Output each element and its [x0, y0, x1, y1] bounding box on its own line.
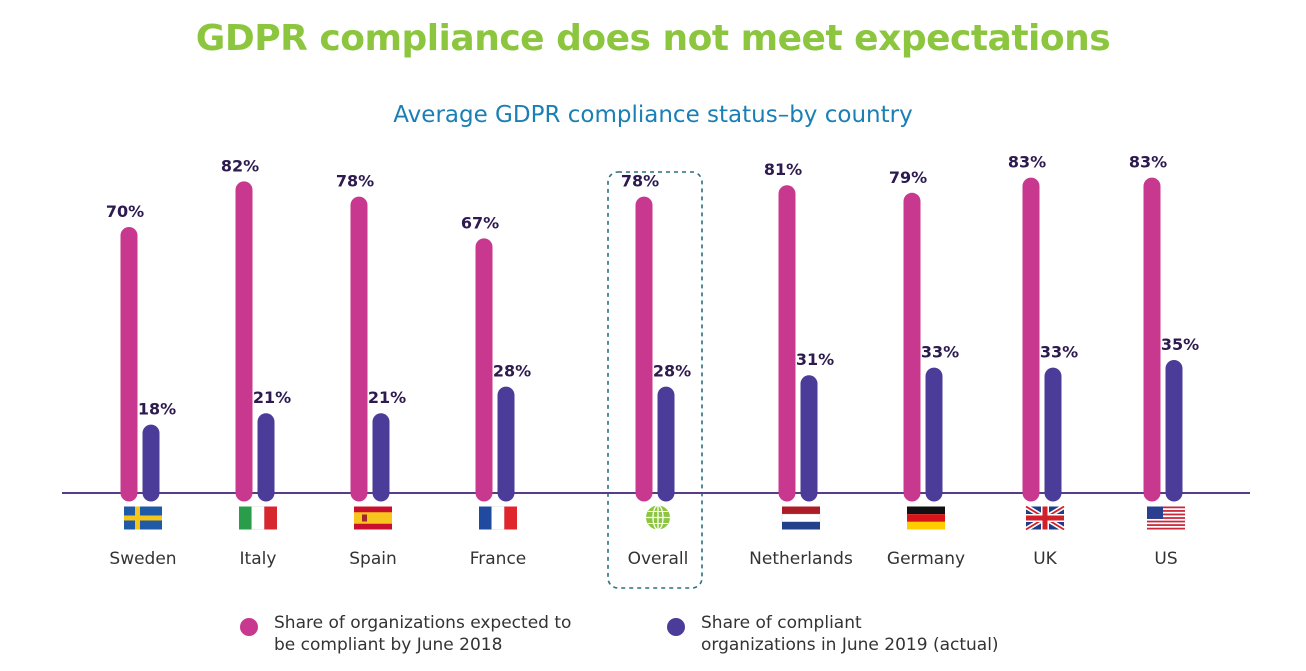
germany-flag-icon: [907, 506, 945, 530]
legend-item-actual: Share of compliant organizations in June…: [667, 612, 1031, 656]
legend-label-actual-line2: organizations in June 2019 (actual): [701, 635, 999, 655]
value-label-actual-overall: 28%: [653, 362, 691, 381]
category-label-sweden: Sweden: [109, 549, 176, 569]
bar-actual-sweden: [142, 424, 160, 502]
category-label-us: US: [1154, 549, 1177, 569]
bar-actual-france: [497, 386, 515, 502]
category-label-france: France: [470, 549, 527, 569]
value-label-actual-us: 35%: [1161, 335, 1199, 354]
value-label-actual-sweden: 18%: [138, 400, 176, 419]
france-flag-icon: [479, 506, 517, 530]
bar-expected-uk: [1022, 177, 1040, 502]
value-label-actual-italy: 21%: [253, 388, 291, 407]
value-label-actual-germany: 33%: [921, 343, 959, 362]
legend-label-expected: Share of organizations expected to be co…: [274, 612, 604, 656]
netherlands-flag-icon: [781, 506, 821, 530]
globe-icon: [646, 504, 670, 531]
italy-flag-icon: [239, 506, 277, 530]
bar-actual-spain: [372, 413, 390, 502]
bar-expected-italy: [235, 181, 253, 502]
bar-expected-us: [1143, 177, 1161, 502]
bar-actual-italy: [257, 413, 275, 502]
value-label-expected-overall: 78%: [621, 172, 659, 191]
uk-flag-icon: [1024, 504, 1066, 532]
value-label-expected-sweden: 70%: [106, 202, 144, 221]
overall-highlight-box: [607, 171, 703, 589]
bar-expected-germany: [903, 192, 921, 502]
legend-label-expected-line2: be compliant by June 2018: [274, 635, 503, 655]
bar-expected-spain: [350, 196, 368, 502]
bar-expected-sweden: [120, 227, 138, 502]
bar-actual-us: [1165, 360, 1183, 502]
category-label-overall: Overall: [628, 549, 689, 569]
chart-subtitle: Average GDPR compliance status–by countr…: [393, 102, 913, 128]
legend-item-expected: Share of organizations expected to be co…: [240, 612, 604, 656]
value-label-actual-uk: 33%: [1040, 343, 1078, 362]
value-label-expected-uk: 83%: [1008, 153, 1046, 172]
legend-swatch-expected: [240, 618, 258, 636]
category-label-germany: Germany: [887, 549, 965, 569]
category-label-uk: UK: [1033, 549, 1057, 569]
sweden-flag-icon: [124, 506, 162, 530]
legend-label-expected-line1: Share of organizations expected to: [274, 613, 572, 633]
bar-expected-france: [475, 238, 493, 502]
bar-expected-netherlands: [778, 185, 796, 502]
legend-swatch-actual: [667, 618, 685, 636]
bar-actual-netherlands: [800, 375, 818, 502]
bar-expected-overall: [635, 196, 653, 502]
bar-actual-overall: [657, 386, 675, 502]
value-label-expected-france: 67%: [461, 213, 499, 232]
value-label-expected-us: 83%: [1129, 153, 1167, 172]
spain-flag-icon: [354, 506, 392, 530]
category-label-italy: Italy: [240, 549, 277, 569]
legend-label-actual: Share of compliant organizations in June…: [701, 612, 1031, 656]
category-label-spain: Spain: [349, 549, 397, 569]
us-flag-icon: [1147, 506, 1185, 530]
value-label-expected-italy: 82%: [221, 156, 259, 175]
bar-actual-uk: [1044, 367, 1062, 502]
value-label-expected-netherlands: 81%: [764, 160, 802, 179]
category-label-netherlands: Netherlands: [749, 549, 853, 569]
bar-actual-germany: [925, 367, 943, 502]
value-label-expected-spain: 78%: [336, 172, 374, 191]
value-label-actual-spain: 21%: [368, 388, 406, 407]
legend-label-actual-line1: Share of compliant: [701, 613, 862, 633]
value-label-expected-germany: 79%: [889, 168, 927, 187]
page-title: GDPR compliance does not meet expectatio…: [195, 18, 1111, 59]
value-label-actual-netherlands: 31%: [796, 350, 834, 369]
value-label-actual-france: 28%: [493, 362, 531, 381]
